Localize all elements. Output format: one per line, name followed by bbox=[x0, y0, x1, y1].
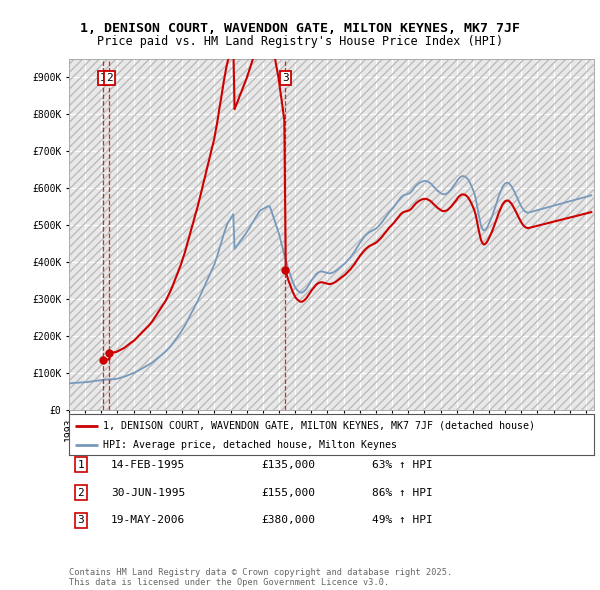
Text: £155,000: £155,000 bbox=[261, 488, 315, 497]
Text: 2: 2 bbox=[106, 73, 113, 83]
Text: 86% ↑ HPI: 86% ↑ HPI bbox=[372, 488, 433, 497]
Text: Price paid vs. HM Land Registry's House Price Index (HPI): Price paid vs. HM Land Registry's House … bbox=[97, 35, 503, 48]
Text: 1: 1 bbox=[100, 73, 107, 83]
Text: £135,000: £135,000 bbox=[261, 460, 315, 470]
Text: Contains HM Land Registry data © Crown copyright and database right 2025.
This d: Contains HM Land Registry data © Crown c… bbox=[69, 568, 452, 587]
Text: £380,000: £380,000 bbox=[261, 516, 315, 525]
Text: 19-MAY-2006: 19-MAY-2006 bbox=[111, 516, 185, 525]
Text: 2: 2 bbox=[77, 488, 85, 497]
Text: 30-JUN-1995: 30-JUN-1995 bbox=[111, 488, 185, 497]
Text: 1, DENISON COURT, WAVENDON GATE, MILTON KEYNES, MK7 7JF: 1, DENISON COURT, WAVENDON GATE, MILTON … bbox=[80, 22, 520, 35]
Text: HPI: Average price, detached house, Milton Keynes: HPI: Average price, detached house, Milt… bbox=[103, 440, 397, 450]
Text: 1, DENISON COURT, WAVENDON GATE, MILTON KEYNES, MK7 7JF (detached house): 1, DENISON COURT, WAVENDON GATE, MILTON … bbox=[103, 421, 535, 431]
Text: 3: 3 bbox=[77, 516, 85, 525]
Text: 1: 1 bbox=[77, 460, 85, 470]
Text: 14-FEB-1995: 14-FEB-1995 bbox=[111, 460, 185, 470]
Text: 49% ↑ HPI: 49% ↑ HPI bbox=[372, 516, 433, 525]
Text: 63% ↑ HPI: 63% ↑ HPI bbox=[372, 460, 433, 470]
Text: 3: 3 bbox=[282, 73, 289, 83]
